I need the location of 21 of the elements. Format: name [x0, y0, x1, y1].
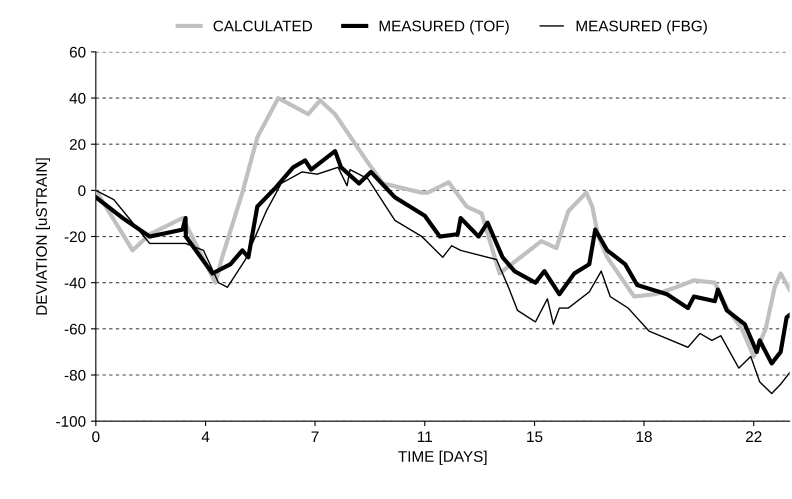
- x-tick-label: 15: [527, 431, 542, 442]
- x-tick-label: 4: [202, 431, 210, 442]
- y-tick-label: -40: [64, 278, 86, 288]
- y-tick-label: -20: [64, 231, 86, 242]
- x-tick-label: 7: [312, 431, 319, 442]
- x-tick-label: 22: [746, 431, 762, 442]
- legend-label: CALCULATED: [214, 20, 312, 32]
- x-tick-label: 11: [418, 431, 432, 442]
- y-tick-label: -100: [56, 416, 86, 427]
- legend-label: MEASURED (FBG): [576, 20, 707, 34]
- legend-label: MEASURED (TOF): [380, 20, 509, 34]
- y-tick-label: 20: [70, 139, 86, 150]
- y-tick-label: 60: [70, 46, 86, 58]
- y-tick-label: -80: [64, 370, 86, 381]
- x-tick-label: 0: [92, 431, 100, 442]
- x-tick-label: 18: [636, 431, 652, 442]
- y-tick-label: 0: [78, 185, 86, 196]
- y-tick-label: 40: [69, 92, 86, 104]
- y-axis-title: DEVIATION [uSTRAIN]: [36, 158, 50, 315]
- y-tick-label: -60: [64, 324, 86, 335]
- x-axis-title: TIME [DAYS]: [398, 450, 486, 465]
